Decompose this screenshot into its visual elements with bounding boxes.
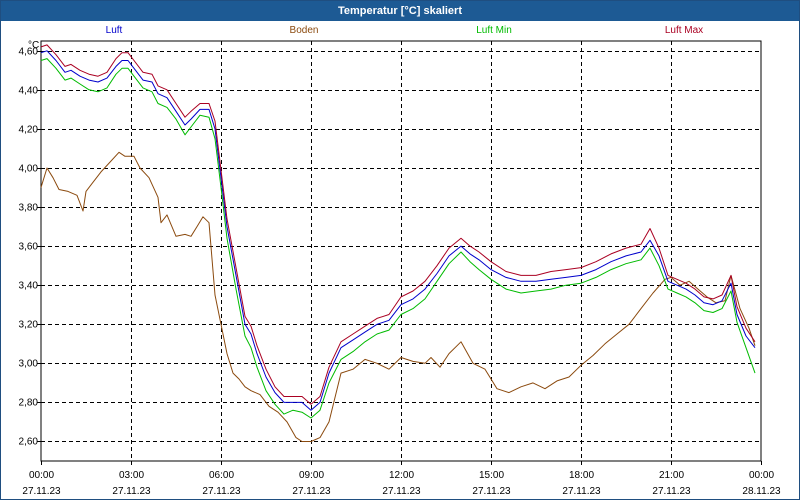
legend-luft-min: Luft Min [476,25,512,36]
x-tick-time: 15:00 [479,470,504,481]
y-tick-label: 2,60 [19,437,39,448]
series-luft [40,50,756,411]
x-tick-time: 00:00 [749,470,774,481]
x-tick-date: 27.11.23 [202,486,241,497]
legend-luft: Luft [105,25,123,36]
series-boden [40,151,756,442]
y-tick-label: 3,40 [19,281,39,292]
x-tick-time: 12:00 [389,470,414,481]
y-tick-label: 4,40 [19,86,39,97]
x-tick-date: 27.11.23 [382,486,421,497]
x-tick-time: 06:00 [209,470,234,481]
series-luft-max [40,44,756,405]
x-tick-date: 28.11.23 [742,486,781,497]
x-tick-time: 00:00 [29,470,54,481]
y-tick-label: 3,20 [19,320,39,331]
y-tick-label: 4,20 [19,125,39,136]
y-tick-label: 4,00 [19,164,39,175]
x-tick-date: 27.11.23 [22,486,61,497]
x-tick-date: 27.11.23 [292,486,331,497]
legend-luft-max: Luft Max [664,25,704,36]
x-tick-date: 27.11.23 [652,486,691,497]
y-tick-label: 3,60 [19,242,39,253]
series-luft-min [40,58,756,419]
legend: Luft Boden Luft Min Luft Max [1,23,799,39]
y-axis-unit: °C [28,40,40,51]
x-tick-time: 03:00 [119,470,144,481]
y-tick-label: 2,80 [19,398,39,409]
x-tick-time: 21:00 [659,470,684,481]
y-tick-label: 3,80 [19,203,39,214]
chart-title: Temperatur [°C] skaliert [1,1,799,21]
y-tick-label: 4,60 [19,47,39,58]
x-tick-time: 09:00 [299,470,324,481]
legend-boden: Boden [289,25,319,36]
x-tick-date: 27.11.23 [112,486,151,497]
y-tick-label: 3,00 [19,359,39,370]
x-tick-date: 27.11.23 [472,486,511,497]
x-tick-date: 27.11.23 [562,486,601,497]
x-tick-time: 18:00 [569,470,594,481]
